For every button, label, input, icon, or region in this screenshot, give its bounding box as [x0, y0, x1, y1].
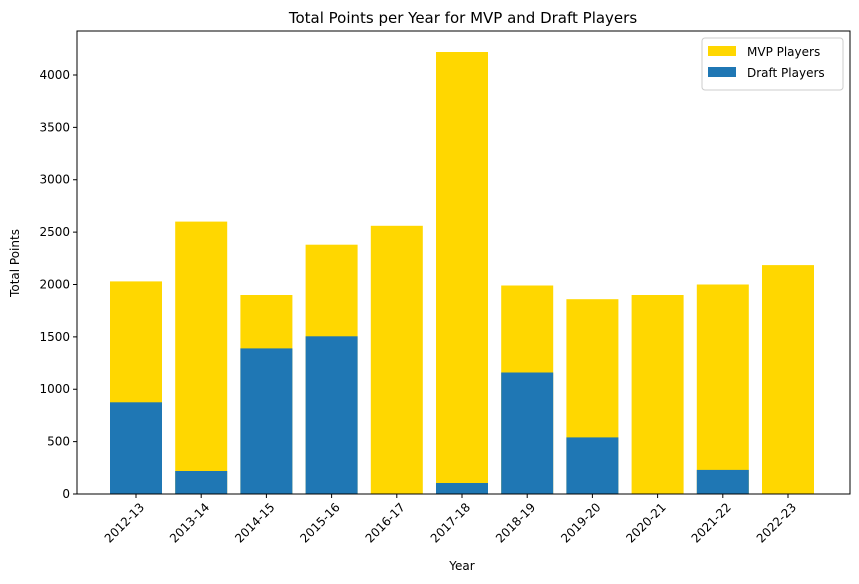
mvp-bar-2020-21 [631, 295, 684, 494]
legend-swatch [708, 67, 736, 77]
x-axis: 2012-13 2013-14 2014-15 2015-16 2016-17 2017-… [102, 494, 799, 546]
x-tick-label: 2017-18 [428, 500, 473, 545]
legend-label: MVP Players [747, 45, 820, 59]
legend-swatch [708, 46, 736, 56]
y-tick-label: 2500 [39, 225, 70, 239]
draft-bar-2015-16 [305, 336, 358, 494]
y-axis-label: Total Points [8, 229, 22, 298]
draft-bar-2018-19 [501, 372, 554, 494]
draft-bar-2014-15 [240, 348, 293, 494]
chart-title: Total Points per Year for MVP and Draft … [288, 9, 637, 27]
legend-label: Draft Players [747, 66, 825, 80]
draft-bar-2021-22 [696, 469, 749, 494]
draft-bar-2013-14 [175, 471, 228, 494]
legend: MVP Players Draft Players [701, 37, 844, 91]
x-tick-label: 2021-22 [689, 500, 734, 545]
y-tick-label: 2000 [39, 277, 70, 291]
x-axis-label: Year [448, 559, 474, 573]
mvp-bar-2021-22 [696, 284, 749, 494]
plot-frame [76, 30, 851, 495]
mvp-bar-2022-23 [762, 265, 814, 494]
mvp-bar-2013-14 [175, 221, 228, 494]
x-tick-label: 2019-20 [558, 500, 603, 545]
y-tick-label: 1500 [39, 330, 70, 344]
x-tick-label: 2014-15 [232, 500, 277, 545]
y-tick-label: 3500 [39, 120, 70, 134]
x-tick-label: 2022-23 [754, 500, 799, 545]
y-axis: 0 500 1000 1500 2000 2500 3000 3500 4000 [39, 68, 77, 501]
bars-group [110, 52, 814, 495]
x-tick-label: 2016-17 [363, 500, 408, 545]
y-tick-label: 1000 [39, 382, 70, 396]
x-tick-label: 2012-13 [102, 500, 147, 545]
draft-bar-2012-13 [110, 402, 162, 494]
x-tick-label: 2020-21 [623, 500, 668, 545]
y-tick-label: 4000 [39, 68, 70, 82]
y-tick-label: 3000 [39, 173, 70, 187]
x-tick-label: 2015-16 [297, 500, 342, 545]
legend-box [701, 37, 844, 91]
x-tick-label: 2013-14 [167, 500, 212, 545]
draft-bar-2017-18 [436, 483, 488, 494]
y-tick-label: 500 [47, 435, 70, 449]
x-tick-label: 2018-19 [493, 500, 538, 545]
y-tick-label: 0 [62, 487, 70, 501]
draft-bar-2019-20 [566, 437, 619, 494]
mvp-bar-2016-17 [370, 225, 423, 495]
mvp-bar-2017-18 [436, 52, 488, 494]
